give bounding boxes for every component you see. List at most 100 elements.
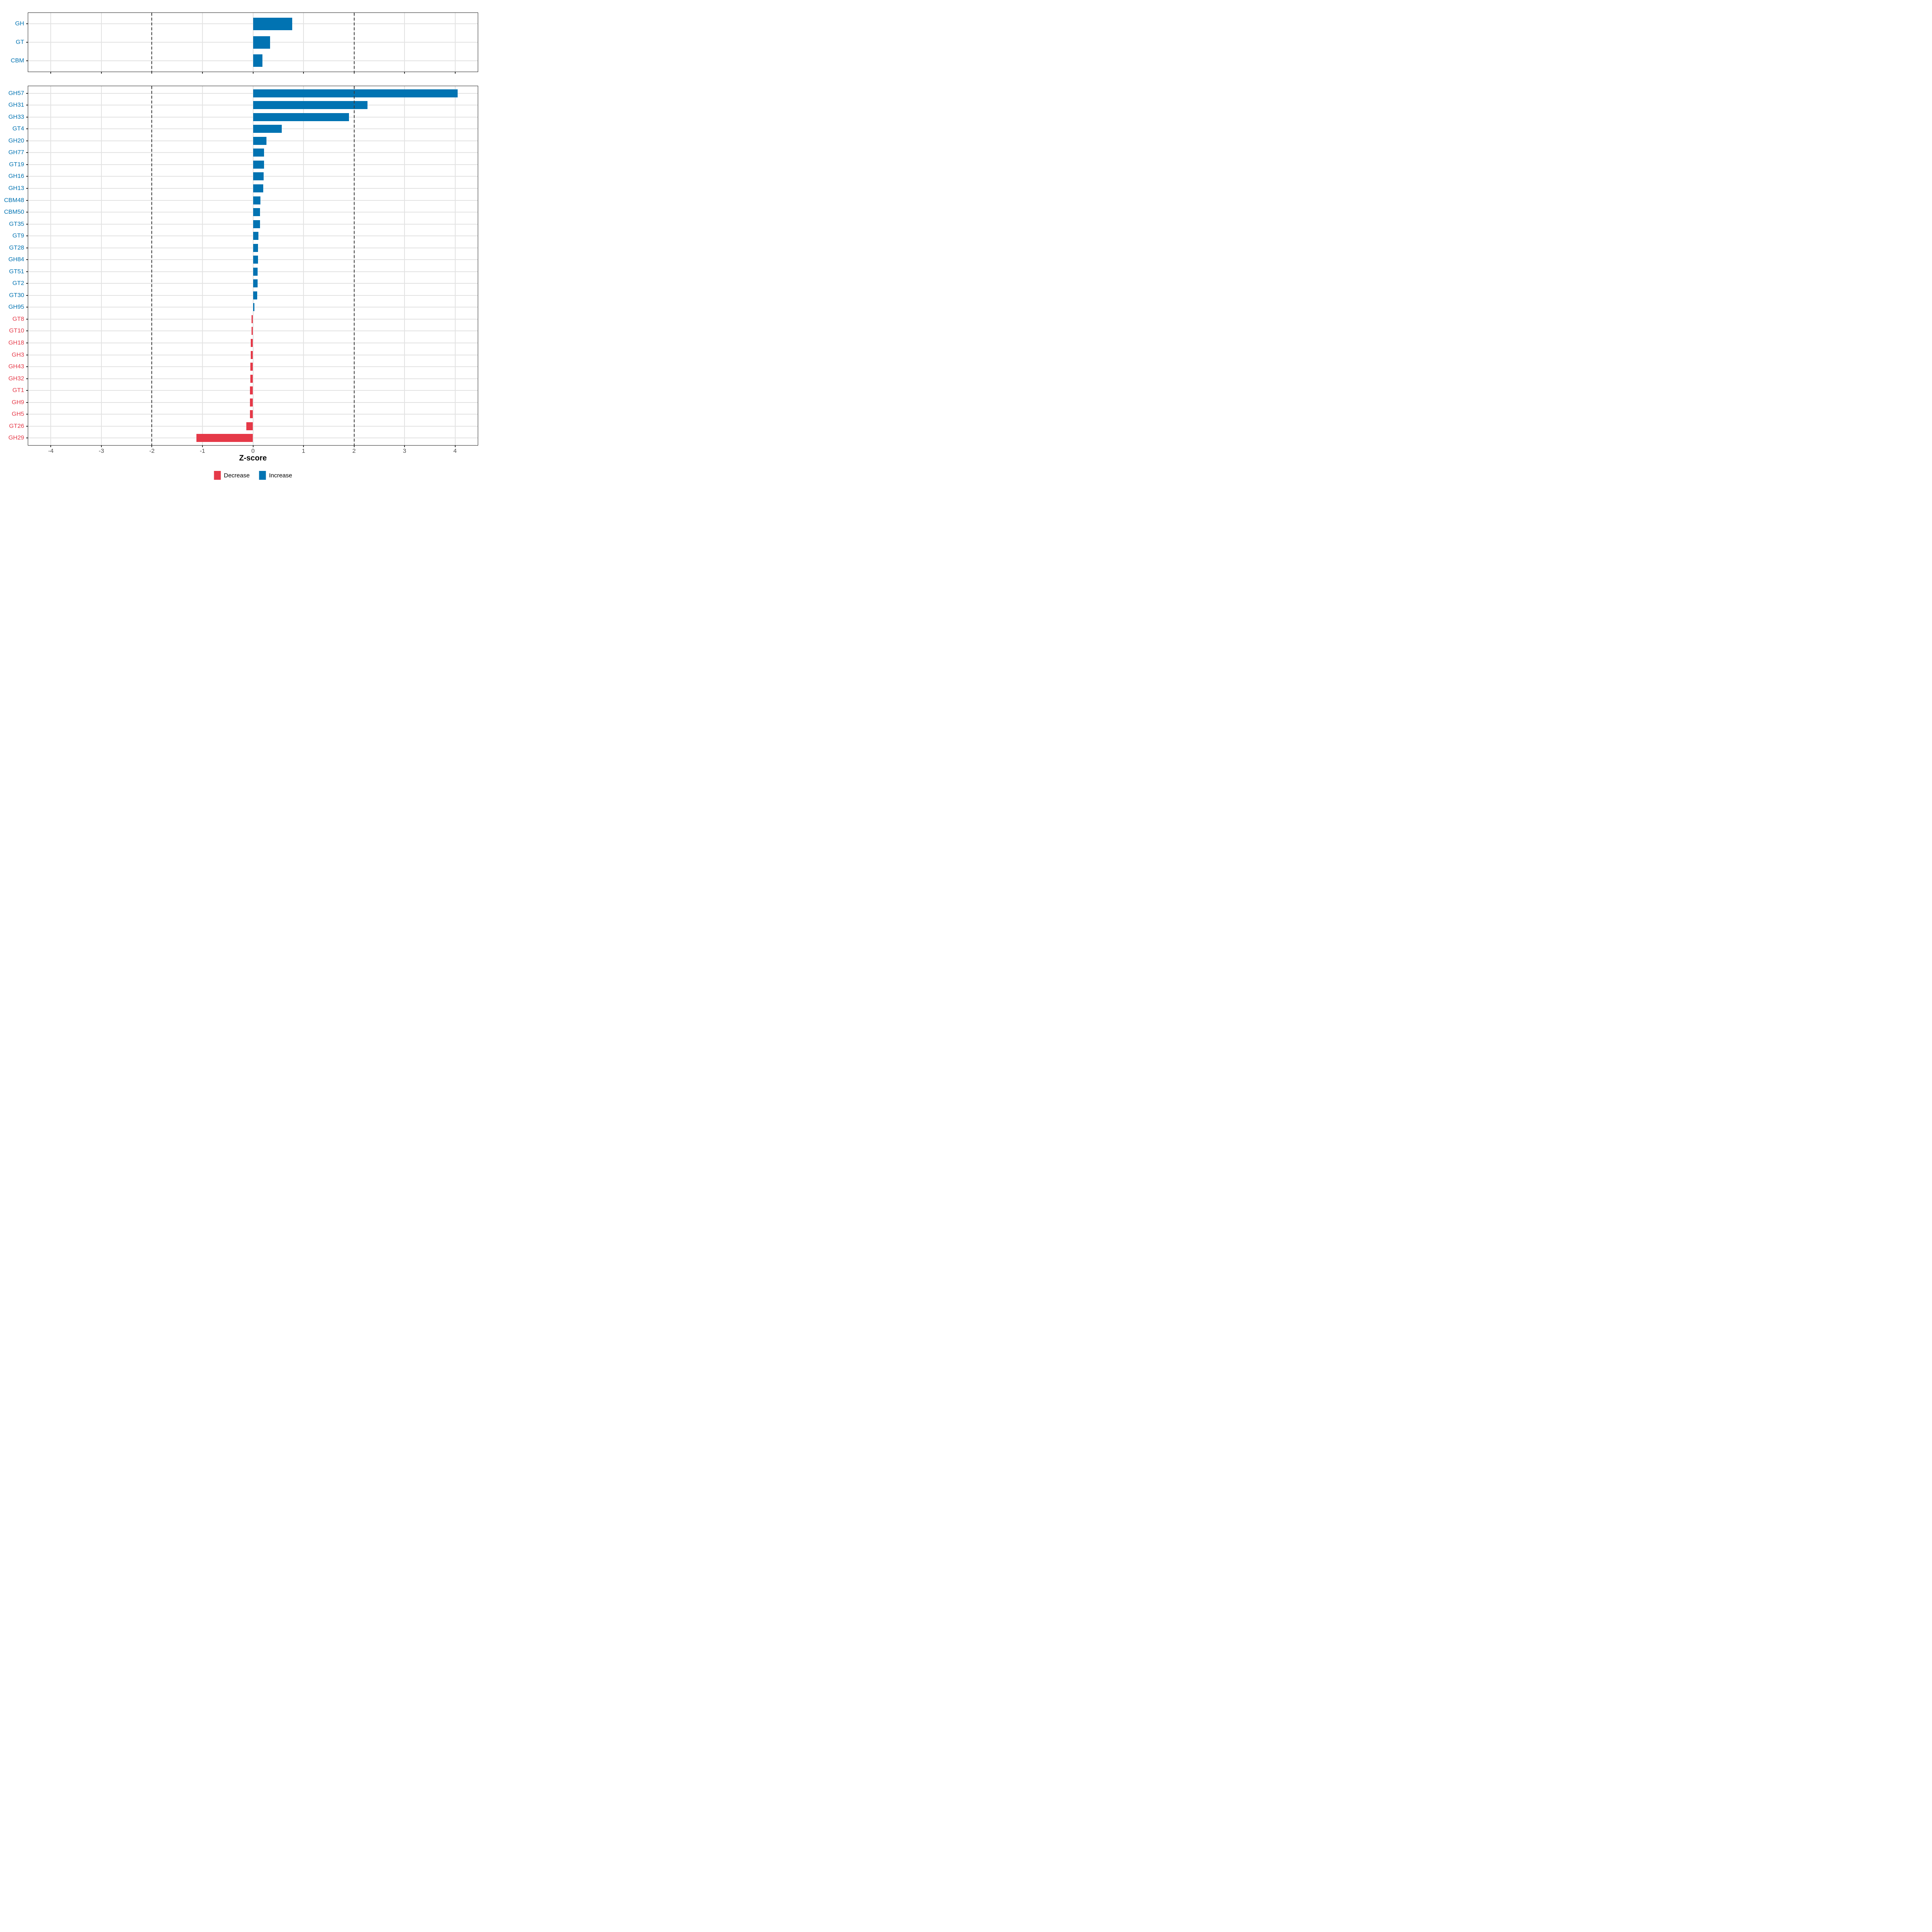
y-axis-label-GH95: GH95 xyxy=(8,303,24,311)
y-tick xyxy=(26,414,28,415)
row-gridline xyxy=(28,378,478,379)
y-tick xyxy=(26,378,28,379)
bar-GH84 xyxy=(253,256,258,264)
y-axis-label-GH3: GH3 xyxy=(12,351,24,358)
y-tick xyxy=(26,140,28,141)
x-tick xyxy=(101,72,102,74)
row-gridline xyxy=(28,330,478,332)
row-gridline xyxy=(28,425,478,427)
y-tick xyxy=(26,235,28,237)
x-tick xyxy=(404,446,405,447)
y-axis-label-GT9: GT9 xyxy=(12,232,24,239)
x-tick xyxy=(252,446,254,447)
y-tick xyxy=(26,295,28,296)
y-tick xyxy=(26,402,28,403)
y-tick xyxy=(26,271,28,272)
y-tick xyxy=(26,283,28,284)
x-tick-label: 0 xyxy=(251,448,255,454)
x-gridline xyxy=(252,86,254,445)
x-tick xyxy=(151,446,153,447)
x-tick xyxy=(454,446,456,447)
row-gridline xyxy=(28,414,478,415)
x-tick-label: 4 xyxy=(453,448,457,454)
x-tick xyxy=(252,72,254,74)
y-axis-label-GT51: GT51 xyxy=(9,268,24,275)
bar-GH5 xyxy=(250,410,253,418)
y-axis-label-GH31: GH31 xyxy=(8,101,24,109)
x-gridline xyxy=(101,86,102,445)
y-tick xyxy=(26,259,28,260)
y-axis-label-CBM50: CBM50 xyxy=(4,208,24,216)
y-axis-label-GT8: GT8 xyxy=(12,315,24,322)
y-tick xyxy=(26,23,28,25)
x-tick-label: -4 xyxy=(48,448,54,454)
bar-GH31 xyxy=(253,101,368,109)
y-tick xyxy=(26,60,28,61)
y-axis-label-GH84: GH84 xyxy=(8,256,24,263)
bar-GH33 xyxy=(253,113,349,121)
y-tick xyxy=(26,330,28,332)
increase-color-swatch xyxy=(259,471,266,480)
bar-GT1 xyxy=(250,386,253,394)
x-tick-label: 1 xyxy=(301,448,305,454)
y-tick xyxy=(26,42,28,43)
y-axis-label-GH77: GH77 xyxy=(8,149,24,156)
x-gridline xyxy=(50,86,52,445)
y-tick xyxy=(26,223,28,225)
y-tick xyxy=(26,188,28,189)
bar-GT30 xyxy=(253,291,257,299)
panel-cazyme-families xyxy=(28,86,478,446)
x-tick xyxy=(202,72,203,74)
x-tick-label: -3 xyxy=(99,448,104,454)
y-axis-label-GT2: GT2 xyxy=(12,280,24,287)
y-axis-label-GH20: GH20 xyxy=(8,137,24,144)
y-axis-label-GT1: GT1 xyxy=(12,387,24,394)
y-axis-label-GT4: GT4 xyxy=(12,125,24,132)
y-tick xyxy=(26,128,28,130)
bar-GT2 xyxy=(253,279,258,287)
y-axis-label-GT35: GT35 xyxy=(9,220,24,227)
reference-line xyxy=(151,13,153,72)
bar-GT xyxy=(253,36,270,49)
y-tick xyxy=(26,425,28,427)
bar-GH32 xyxy=(250,375,253,383)
panel-cazyme-classes xyxy=(28,12,478,72)
row-gridline xyxy=(28,366,478,367)
x-tick xyxy=(353,446,355,447)
bar-GH16 xyxy=(253,172,264,180)
bar-GT4 xyxy=(253,125,282,133)
y-axis-label-GT: GT xyxy=(16,39,24,45)
y-axis-label-CBM48: CBM48 xyxy=(4,196,24,204)
bar-CBM50 xyxy=(253,208,260,216)
y-tick xyxy=(26,212,28,213)
y-axis-label-GH33: GH33 xyxy=(8,113,24,120)
y-axis-label-GT19: GT19 xyxy=(9,161,24,168)
y-axis-label-GH13: GH13 xyxy=(8,185,24,192)
y-axis-label-GH: GH xyxy=(15,20,25,27)
reference-line xyxy=(353,13,355,72)
bar-CBM48 xyxy=(253,196,261,204)
y-axis-label-GH57: GH57 xyxy=(8,89,24,97)
bar-GH95 xyxy=(253,303,255,311)
y-axis-label-GH32: GH32 xyxy=(8,375,24,382)
bar-GH20 xyxy=(253,137,267,145)
bar-GT19 xyxy=(253,161,264,169)
y-tick xyxy=(26,318,28,320)
bar-GH xyxy=(253,18,293,30)
y-tick xyxy=(26,164,28,165)
bar-GH77 xyxy=(253,149,264,157)
x-tick xyxy=(303,72,304,74)
bar-GT35 xyxy=(253,220,260,228)
y-axis-label-GH18: GH18 xyxy=(8,339,24,346)
y-tick xyxy=(26,116,28,118)
x-tick xyxy=(50,72,52,74)
bar-GH13 xyxy=(253,184,263,192)
y-axis-label-GH5: GH5 xyxy=(12,411,24,418)
legend-entry-increase: Increase xyxy=(259,471,292,480)
bar-GT10 xyxy=(251,327,253,335)
y-axis-label-GH29: GH29 xyxy=(8,434,24,442)
x-tick xyxy=(404,72,405,74)
x-tick xyxy=(353,72,355,74)
bar-GH29 xyxy=(196,434,253,442)
y-axis-label-GH43: GH43 xyxy=(8,363,24,370)
